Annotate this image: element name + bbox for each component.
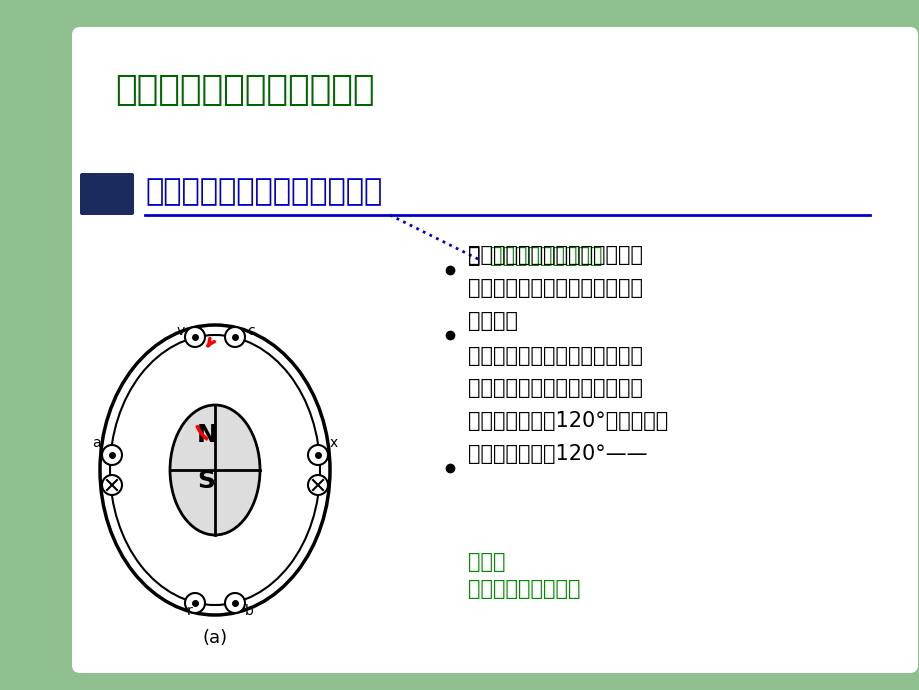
Text: N: N <box>197 423 218 447</box>
FancyBboxPatch shape <box>75 30 914 670</box>
Circle shape <box>308 475 328 495</box>
Circle shape <box>185 593 205 613</box>
Circle shape <box>185 327 205 347</box>
Text: v: v <box>176 324 185 338</box>
Circle shape <box>225 327 244 347</box>
Text: b: b <box>244 604 254 618</box>
Text: 三相电势对称要求。: 三相电势对称要求。 <box>468 579 580 599</box>
Text: 满足了: 满足了 <box>468 552 505 572</box>
Text: 原动机拖动，则为同步发电机: 原动机拖动，则为同步发电机 <box>145 177 381 206</box>
Circle shape <box>102 445 122 465</box>
Text: 转子以恒定速度旋转: 转子以恒定速度旋转 <box>490 246 602 266</box>
Ellipse shape <box>170 405 260 535</box>
Text: 设: 设 <box>468 246 480 266</box>
FancyBboxPatch shape <box>72 27 917 673</box>
Text: 设磁场在气隙中按正弦分布: 设磁场在气隙中按正弦分布 <box>115 73 374 107</box>
Ellipse shape <box>110 335 320 605</box>
Circle shape <box>102 475 122 495</box>
Text: 由于各相匝数相等，从而各相电
势的大小相等，由于各相绕组空
间分布彼此相距120°，从而三相
电势时间相位差120°——: 由于各相匝数相等，从而各相电 势的大小相等，由于各相绕组空 间分布彼此相距120… <box>468 346 667 464</box>
Text: 定子绕组中所匝链的磁通按正弦
规律变化，其感应电势按正弦规
律变化。: 定子绕组中所匝链的磁通按正弦 规律变化，其感应电势按正弦规 律变化。 <box>468 246 642 331</box>
Text: c: c <box>246 324 255 338</box>
Ellipse shape <box>100 325 330 615</box>
Text: r: r <box>187 604 193 618</box>
Circle shape <box>308 445 328 465</box>
FancyBboxPatch shape <box>80 173 134 215</box>
Text: x: x <box>330 436 338 450</box>
Text: S: S <box>197 469 215 493</box>
Text: (a): (a) <box>202 629 227 647</box>
Text: a: a <box>92 436 100 450</box>
Circle shape <box>225 593 244 613</box>
